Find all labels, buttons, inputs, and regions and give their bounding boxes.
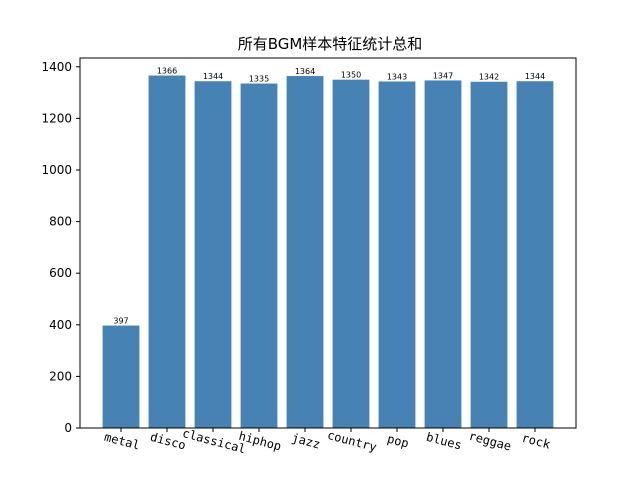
xtick-label: country [326, 428, 378, 455]
bar-blues [424, 80, 462, 429]
data-label: 1350 [341, 71, 361, 80]
data-label: 1344 [525, 72, 545, 81]
bar-hiphop [240, 83, 278, 428]
bar-rock [516, 81, 554, 429]
data-label: 1366 [157, 67, 177, 76]
ytick-label: 1000 [41, 163, 72, 177]
data-label: 1343 [387, 72, 407, 81]
xtick-label: metal [103, 430, 142, 453]
bar-country [332, 79, 370, 428]
ytick-label: 0 [64, 421, 72, 435]
bars [102, 75, 554, 429]
xtick-label: rock [520, 431, 552, 452]
data-label: 1342 [479, 73, 499, 82]
ytick-label: 600 [49, 266, 72, 280]
chart-title: 所有BGM样本特征统计总和 [238, 35, 423, 53]
plot-frame [79, 57, 577, 429]
data-label: 397 [113, 317, 128, 326]
xtick-label: jazz [290, 431, 322, 452]
data-label: 1364 [295, 67, 315, 76]
ytick-label: 1400 [41, 60, 72, 74]
bar-classical [194, 81, 232, 429]
bar-metal [102, 325, 140, 428]
bar-pop [378, 81, 416, 429]
bar-jazz [286, 76, 324, 428]
ytick-label: 400 [49, 318, 72, 332]
ytick-label: 800 [49, 215, 72, 229]
bar-reggae [470, 81, 508, 428]
ytick-label: 200 [49, 369, 72, 383]
xtick-label: reggae [467, 429, 513, 454]
xtick-label: blues [425, 430, 464, 453]
data-labels: 397 1366 1344 1335 1364 1350 1343 1347 1342 1344 [113, 67, 545, 326]
data-label: 1347 [433, 71, 453, 80]
ytick-label: 1200 [41, 111, 72, 125]
data-label: 1335 [249, 75, 269, 84]
bar-disco [148, 75, 186, 429]
data-label: 1344 [203, 72, 223, 81]
xtick-label: pop [386, 432, 411, 451]
